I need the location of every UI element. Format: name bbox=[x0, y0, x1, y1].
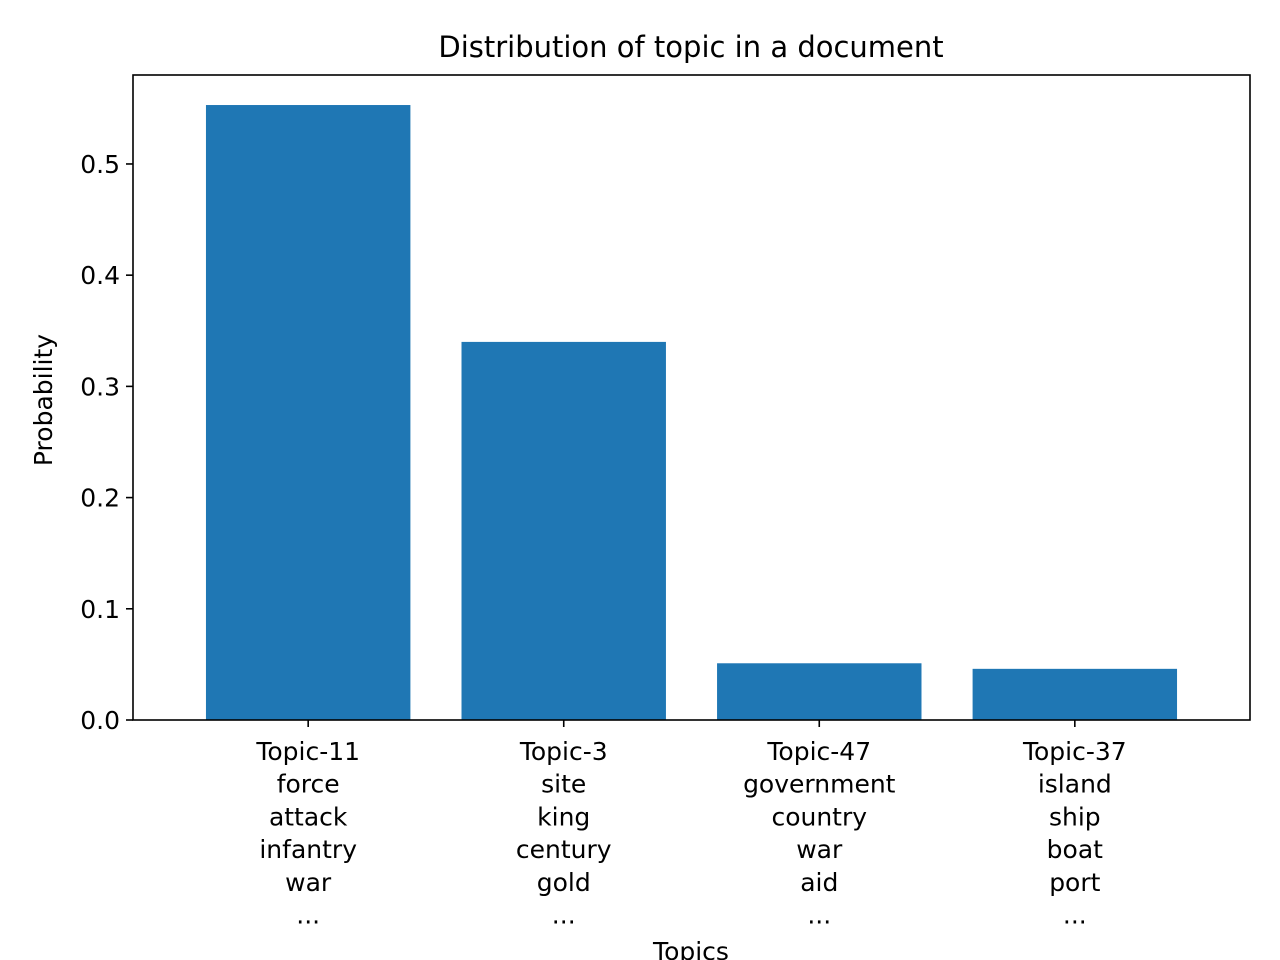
x-tick-label-line: king bbox=[537, 802, 590, 831]
x-tick-label-line: infantry bbox=[259, 835, 357, 864]
x-tick-label-line: ... bbox=[807, 901, 831, 930]
plot-frame bbox=[132, 74, 1251, 721]
y-tick-label-5: 0.5 bbox=[80, 150, 120, 179]
bars-layer bbox=[205, 105, 1178, 720]
x-tick-label-line: government bbox=[743, 770, 896, 799]
x-tick-label-0: Topic-11 force attack infantry war... bbox=[255, 737, 360, 930]
x-tick-label-line: aid bbox=[800, 868, 838, 897]
y-tick-label-3: 0.3 bbox=[80, 372, 120, 401]
x-tick-label-line: port bbox=[1049, 868, 1100, 897]
x-axis: Topic-11 force attack infantry war ...Topic-3… bbox=[255, 720, 1127, 930]
y-tick-label-4: 0.4 bbox=[80, 261, 120, 290]
x-tick-label-line: country bbox=[771, 802, 867, 831]
x-axis-label: Topics bbox=[652, 937, 729, 960]
y-axis: 0.0 0.1 0.2 0.3 0.4 0.5 bbox=[80, 150, 133, 735]
x-tick-label-line: ... bbox=[296, 901, 320, 930]
y-tick-label-2: 0.2 bbox=[80, 484, 120, 513]
x-tick-label-line: ... bbox=[552, 901, 576, 930]
x-tick-label-line: Topic-3 bbox=[519, 737, 608, 766]
x-tick-label-line: island bbox=[1038, 770, 1112, 799]
y-axis-label: Probability bbox=[29, 334, 58, 466]
x-tick-label-line: century bbox=[516, 835, 612, 864]
x-tick-label-line: Topic-37 bbox=[1022, 737, 1127, 766]
bar-0 bbox=[205, 105, 411, 720]
x-tick-label-1: Topic-3 site king century gold... bbox=[516, 737, 612, 930]
bar-1 bbox=[461, 341, 666, 720]
x-tick-label-line: site bbox=[541, 770, 586, 799]
x-tick-label-line: attack bbox=[269, 802, 348, 831]
x-tick-label-3: Topic-37 island ship boat port... bbox=[1022, 737, 1127, 930]
x-tick-label-line: war bbox=[796, 835, 843, 864]
x-tick-label-line: boat bbox=[1047, 835, 1103, 864]
x-tick-label-line: ... bbox=[1063, 901, 1087, 930]
x-tick-label-line: gold bbox=[537, 868, 591, 897]
bar-2 bbox=[717, 663, 922, 720]
x-tick-label-line: force bbox=[277, 770, 340, 799]
x-tick-label-line: war bbox=[285, 868, 332, 897]
chart-title: Distribution of topic in a document bbox=[438, 30, 943, 64]
y-tick-label-0: 0.0 bbox=[80, 706, 120, 735]
bar-3 bbox=[972, 668, 1178, 720]
y-tick-label-1: 0.1 bbox=[80, 595, 120, 624]
x-tick-label-2: Topic-47 government country war aid... bbox=[743, 737, 896, 930]
x-tick-label-line: Topic-11 bbox=[255, 737, 360, 766]
x-tick-label-line: Topic-47 bbox=[766, 737, 871, 766]
x-tick-label-line: ship bbox=[1049, 802, 1101, 831]
